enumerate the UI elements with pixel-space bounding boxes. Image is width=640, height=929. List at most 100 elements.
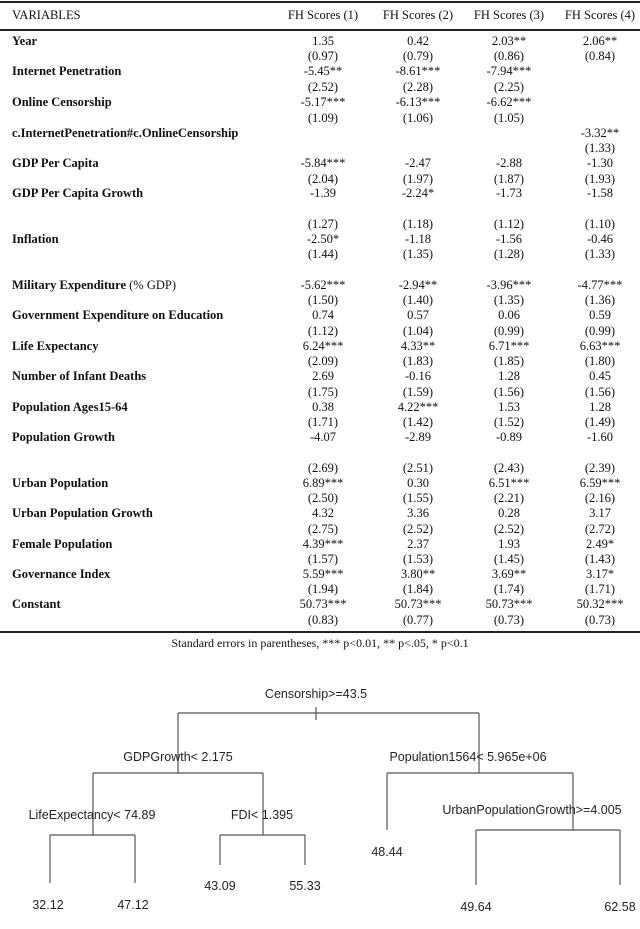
standard-error-cell: (1.55): [402, 491, 434, 505]
standard-error-cell: (1.52): [493, 415, 525, 429]
standard-error-cell: (2.52): [493, 522, 525, 536]
coefficient-cell: -3.32**: [580, 126, 620, 140]
column-header: FH Scores (2): [382, 8, 454, 22]
coefficient-cell: -5.62***: [300, 278, 346, 292]
coefficient-cell: 6.63***: [579, 339, 621, 353]
standard-error-cell: (1.85): [493, 354, 525, 368]
coefficient-cell: 2.37: [407, 537, 429, 551]
coefficient-cell: 2.49*: [585, 537, 615, 551]
split-right: Population1564< 5.965e+06: [389, 750, 546, 764]
coefficient-cell: 6.59***: [579, 476, 621, 490]
leaf: 49.64: [460, 900, 491, 914]
coefficient-cell: 3.80**: [400, 567, 436, 581]
coefficient-cell: 4.39***: [302, 537, 344, 551]
coefficient-cell: -5.17***: [300, 95, 346, 109]
column-header: FH Scores (1): [287, 8, 359, 22]
coefficient-cell: 1.28: [498, 369, 520, 383]
coefficient-cell: -6.62***: [486, 95, 532, 109]
split-left-right: FDI< 1.395: [231, 808, 293, 822]
coefficient-cell: -2.24*: [401, 186, 435, 200]
coefficient-cell: -1.58: [586, 186, 614, 200]
standard-error-cell: (1.97): [402, 172, 434, 186]
standard-error-cell: (1.59): [402, 385, 434, 399]
coefficient-cell: 0.28: [498, 506, 520, 520]
standard-error-cell: (1.56): [584, 385, 616, 399]
coefficient-cell: -1.39: [309, 186, 337, 200]
row-label: Population Ages15-64: [12, 400, 128, 414]
standard-error-cell: (2.04): [307, 172, 339, 186]
coefficient-cell: -1.18: [404, 232, 432, 246]
standard-error-cell: (0.73): [493, 613, 525, 627]
coefficient-cell: -1.30: [586, 156, 614, 170]
standard-error-cell: (2.21): [493, 491, 525, 505]
coefficient-cell: -2.47: [404, 156, 432, 170]
standard-error-cell: (1.12): [493, 217, 525, 231]
standard-error-cell: (0.77): [402, 613, 434, 627]
row-label: Government Expenditure on Education: [12, 308, 224, 322]
row-label: Constant: [12, 597, 61, 611]
standard-error-cell: (1.04): [402, 324, 434, 338]
coefficient-cell: -2.94**: [398, 278, 438, 292]
coefficient-cell: -8.61***: [395, 64, 441, 78]
header-rule: [0, 29, 640, 31]
coefficient-cell: -0.89: [495, 430, 523, 444]
standard-error-cell: (1.84): [402, 582, 434, 596]
row-label: Number of Infant Deaths: [12, 369, 147, 383]
coefficient-cell: 0.42: [407, 34, 429, 48]
standard-error-cell: (1.74): [493, 582, 525, 596]
standard-error-cell: (2.75): [307, 522, 339, 536]
standard-error-cell: (2.52): [402, 522, 434, 536]
standard-error-cell: (1.40): [402, 293, 434, 307]
column-header-variables: VARIABLES: [12, 8, 81, 22]
split-right-right: UrbanPopulationGrowth>=4.005: [442, 803, 621, 817]
standard-error-cell: (2.43): [493, 461, 525, 475]
coefficient-cell: 50.73***: [299, 597, 347, 611]
regression-tree-diagram: Censorship>=43.5 GDPGrowth< 2.175 LifeEx…: [29, 687, 636, 914]
standard-error-cell: (1.71): [307, 415, 339, 429]
coefficient-cell: -2.50*: [306, 232, 340, 246]
coefficient-cell: -1.73: [495, 186, 523, 200]
standard-error-cell: (2.69): [307, 461, 339, 475]
leaf: 43.09: [204, 879, 235, 893]
row-label: Life Expectancy: [12, 339, 99, 353]
coefficient-cell: -2.89: [404, 430, 432, 444]
standard-error-cell: (1.56): [493, 385, 525, 399]
coefficient-cell: -2.88: [495, 156, 523, 170]
bottom-rule: [0, 631, 640, 633]
standard-error-cell: (1.09): [307, 111, 339, 125]
standard-error-cell: (1.45): [493, 552, 525, 566]
coefficient-cell: -0.16: [404, 369, 432, 383]
standard-error-cell: (1.12): [307, 324, 339, 338]
standard-error-cell: (1.93): [584, 172, 616, 186]
standard-error-cell: (2.52): [307, 80, 339, 94]
standard-error-cell: (1.94): [307, 582, 339, 596]
coefficient-cell: 0.38: [312, 400, 334, 414]
standard-error-cell: (1.35): [402, 247, 434, 261]
standard-error-cell: (2.28): [402, 80, 434, 94]
coefficient-cell: -4.07: [309, 430, 337, 444]
coefficient-cell: 2.06**: [582, 34, 618, 48]
coefficient-cell: 6.89***: [302, 476, 344, 490]
standard-error-cell: (2.50): [307, 491, 339, 505]
standard-error-cell: (2.51): [402, 461, 434, 475]
coefficient-cell: -5.45**: [303, 64, 343, 78]
row-label: Urban Population: [12, 476, 109, 490]
coefficient-cell: 6.51***: [488, 476, 530, 490]
row-label: Year: [12, 34, 37, 48]
coefficient-cell: -1.56: [495, 232, 523, 246]
split-root: Censorship>=43.5: [265, 687, 367, 701]
coefficient-cell: 4.32: [312, 506, 334, 520]
standard-error-cell: (1.35): [493, 293, 525, 307]
coefficient-cell: 0.59: [589, 308, 611, 322]
coefficient-cell: 1.35: [312, 34, 334, 48]
coefficient-cell: 6.71***: [488, 339, 530, 353]
standard-error-cell: (0.83): [307, 613, 339, 627]
standard-error-cell: (1.80): [584, 354, 616, 368]
coefficient-cell: 0.06: [498, 308, 520, 322]
standard-error-cell: (1.53): [402, 552, 434, 566]
standard-error-cell: (1.33): [584, 141, 616, 155]
row-label: c.InternetPenetration#c.OnlineCensorship: [12, 126, 239, 140]
coefficient-cell: 4.33**: [400, 339, 436, 353]
standard-error-cell: (1.10): [584, 217, 616, 231]
